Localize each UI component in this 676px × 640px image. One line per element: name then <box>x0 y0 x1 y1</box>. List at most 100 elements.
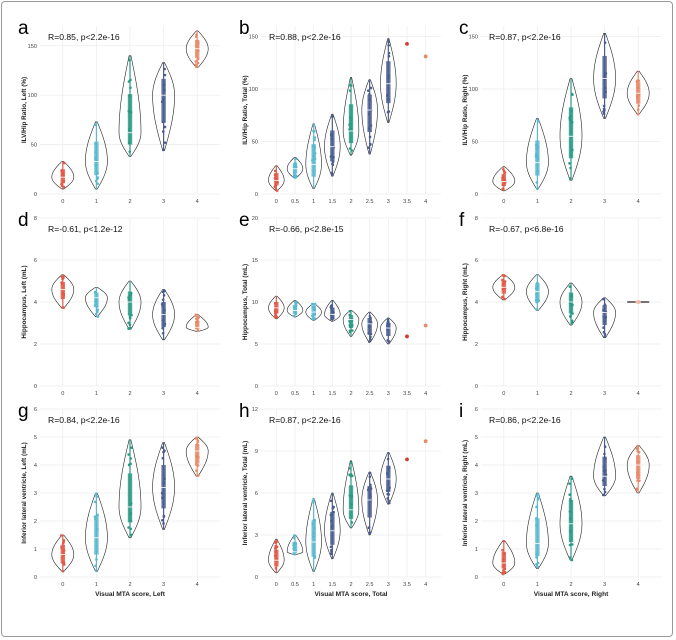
violin-shape <box>152 442 175 530</box>
data-point <box>95 308 99 311</box>
panel-d: d 0 2 4 6 8 0 1 2 3 4 Hippocampus, Left (mL) R=-0.61… <box>18 210 220 397</box>
panel-letter: d <box>18 210 29 231</box>
panel-a: a 0 50 100 150 0 1 2 3 4 ILV/Hip Ratio, Left (%) R=… <box>18 18 220 205</box>
data-point <box>60 534 63 537</box>
data-point <box>196 61 200 65</box>
x-tick-label: 1 <box>95 391 98 397</box>
data-point <box>276 181 279 184</box>
stat-annotation: R=-0.67, p<6.8e-16 <box>489 224 564 234</box>
data-point <box>129 293 132 297</box>
data-point <box>194 35 198 38</box>
violin-shape <box>118 55 142 157</box>
violin-shape <box>380 452 397 505</box>
y-tick-label: 150 <box>469 35 478 41</box>
x-tick-label: 4 <box>196 391 199 397</box>
data-point <box>329 499 333 503</box>
x-tick-label: 2 <box>128 391 131 397</box>
panel-e: e 0 5 10 15 20 0 0.5 1 1.5 2 2.5 3 3.5 4 Hippocampus, T… <box>239 210 441 397</box>
y-tick-label: 6 <box>475 258 478 264</box>
y-tick-label: 50 <box>252 140 258 146</box>
data-point <box>129 502 133 505</box>
data-point <box>387 44 390 47</box>
data-point <box>273 169 277 173</box>
data-point <box>369 86 373 90</box>
data-point <box>163 125 167 129</box>
data-point <box>369 494 372 498</box>
stat-annotation: R=0.84, p<2.2e-16 <box>48 415 120 425</box>
data-point <box>636 479 639 482</box>
data-point <box>96 528 99 531</box>
data-point <box>387 74 390 78</box>
x-tick-label: 0 <box>275 199 278 205</box>
data-point <box>569 285 572 288</box>
data-point <box>130 446 133 449</box>
x-tick-label: 3 <box>603 199 606 205</box>
data-point <box>160 518 164 522</box>
data-point <box>348 83 352 87</box>
x-tick-label: 4 <box>196 582 199 588</box>
data-point <box>570 295 573 298</box>
data-point <box>638 93 641 96</box>
data-point <box>61 542 65 545</box>
x-tick-label: 3 <box>162 391 165 397</box>
data-point <box>331 115 334 119</box>
data-point <box>368 475 372 479</box>
data-point <box>603 74 606 78</box>
data-point <box>602 104 606 108</box>
x-tick-label: 0 <box>275 582 278 588</box>
data-point <box>161 120 165 124</box>
data-point <box>350 521 354 524</box>
data-point <box>95 310 99 314</box>
data-point <box>196 318 199 322</box>
y-tick-label: 150 <box>249 35 258 41</box>
violin-shape <box>118 439 142 539</box>
data-point <box>536 157 540 160</box>
data-point <box>348 128 351 131</box>
data-point <box>369 335 372 339</box>
data-point <box>568 162 571 165</box>
data-point <box>387 77 390 80</box>
data-point <box>313 312 317 316</box>
y-tick-label: 2 <box>34 519 37 525</box>
data-point <box>292 550 296 554</box>
data-point <box>94 569 98 572</box>
data-point <box>534 517 538 520</box>
data-point <box>293 163 297 166</box>
x-tick-label: 0 <box>502 199 505 205</box>
data-point <box>602 465 606 469</box>
y-tick-label: 4 <box>34 463 37 469</box>
data-point <box>369 142 372 146</box>
data-point <box>274 544 277 548</box>
data-point <box>197 42 200 45</box>
y-tick-label: 4 <box>34 300 37 306</box>
y-tick-label: 100 <box>249 87 258 93</box>
x-tick-label: 4 <box>637 582 640 588</box>
data-point <box>313 136 317 139</box>
stat-annotation: R=0.87, p<2.2e-16 <box>269 415 341 425</box>
data-point <box>369 320 373 324</box>
data-point <box>129 86 132 90</box>
data-point <box>603 487 606 491</box>
data-point <box>62 185 66 189</box>
x-tick-label: 3.5 <box>403 199 411 205</box>
data-point <box>348 147 352 150</box>
data-point <box>569 530 572 533</box>
data-point <box>162 514 166 518</box>
data-point <box>329 305 333 309</box>
y-axis-label: Inferior lateral ventricle, Left (mL) <box>21 442 28 544</box>
data-point <box>386 492 389 496</box>
data-point <box>311 305 314 309</box>
data-point <box>503 181 507 184</box>
data-point <box>161 496 164 500</box>
violin-shape <box>342 310 360 337</box>
data-point <box>293 165 297 169</box>
x-axis-label: Visual MTA score, Total <box>314 591 387 598</box>
data-point <box>570 558 574 562</box>
data-point <box>313 302 317 306</box>
data-point <box>502 562 506 566</box>
data-point <box>369 338 372 341</box>
data-point <box>604 310 608 314</box>
x-tick-label: 0.5 <box>291 582 299 588</box>
data-point <box>386 327 389 331</box>
x-tick-label: 4 <box>637 391 640 397</box>
